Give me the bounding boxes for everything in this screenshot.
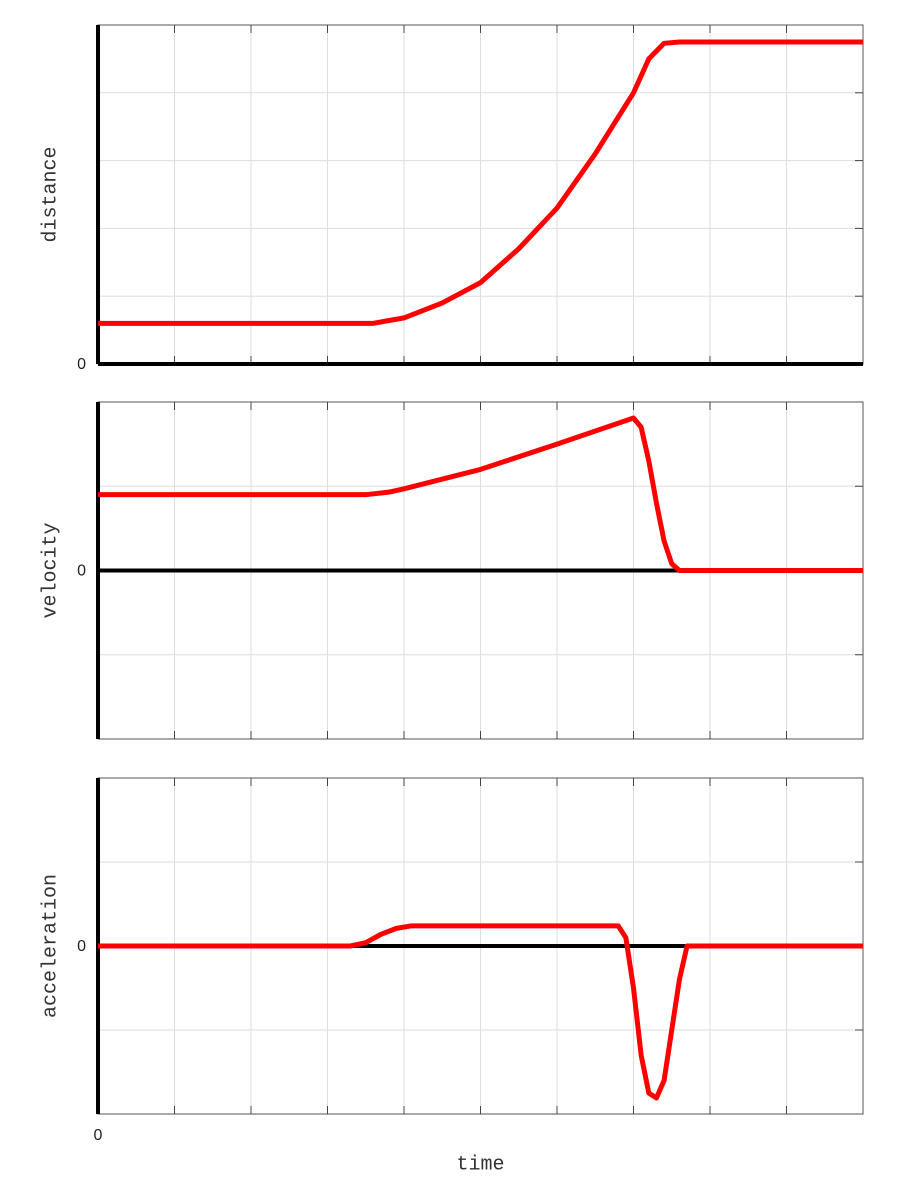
data-line: [98, 39, 863, 326]
data-line: [98, 415, 863, 573]
y-axis-label: distance: [39, 146, 62, 242]
x-axis-label: time: [456, 1153, 504, 1176]
y-tick-label: 0: [77, 563, 86, 580]
y-axis-label: velocity: [39, 522, 62, 618]
data-line: [98, 923, 863, 1101]
y-axis-label: acceleration: [39, 874, 62, 1018]
y-tick-label: 0: [77, 356, 86, 373]
x-tick-label: 0: [94, 1127, 103, 1144]
y-tick-label: 0: [77, 938, 86, 955]
